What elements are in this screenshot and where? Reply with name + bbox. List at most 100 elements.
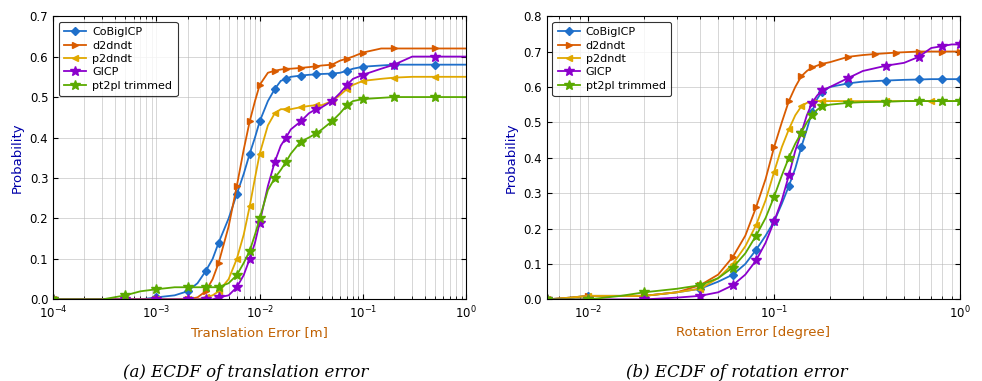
GICP [795, 131, 807, 135]
GICP [213, 295, 225, 299]
p2dndt [638, 294, 650, 298]
pt2pl trimmed [801, 120, 813, 125]
CoBigICP [541, 297, 553, 302]
GICP [135, 297, 146, 302]
CoBigICP [694, 287, 706, 291]
pt2pl trimmed [727, 265, 738, 270]
d2dndt [238, 147, 249, 152]
Line: pt2pl trimmed: pt2pl trimmed [542, 96, 965, 304]
CoBigICP [806, 109, 818, 114]
CoBigICP [801, 127, 813, 132]
CoBigICP [899, 78, 910, 82]
p2dndt [801, 101, 813, 105]
pt2pl trimmed [843, 101, 854, 105]
d2dndt [565, 295, 576, 300]
CoBigICP [135, 297, 146, 302]
GICP [326, 99, 338, 103]
p2dndt [727, 262, 738, 266]
pt2pl trimmed [824, 102, 836, 107]
GICP [776, 198, 788, 203]
p2dndt [280, 107, 292, 112]
GICP [638, 297, 650, 302]
d2dndt [638, 294, 650, 298]
pt2pl trimmed [760, 216, 772, 220]
CoBigICP [407, 62, 418, 67]
GICP [783, 173, 794, 178]
CoBigICP [582, 294, 594, 298]
p2dndt [47, 297, 59, 302]
GICP [936, 44, 948, 48]
p2dndt [925, 99, 937, 103]
d2dndt [806, 65, 818, 70]
GICP [275, 143, 287, 148]
d2dndt [334, 58, 346, 63]
GICP [310, 107, 322, 112]
d2dndt [357, 50, 369, 55]
CoBigICP [253, 119, 265, 123]
p2dndt [150, 297, 162, 302]
d2dndt [253, 83, 265, 87]
CoBigICP [760, 234, 772, 238]
CoBigICP [244, 151, 255, 156]
pt2pl trimmed [135, 289, 146, 294]
d2dndt [135, 297, 146, 302]
pt2pl trimmed [925, 99, 937, 103]
CoBigICP [880, 78, 892, 83]
p2dndt [213, 289, 225, 294]
pt2pl trimmed [244, 248, 255, 253]
d2dndt [223, 224, 235, 229]
pt2pl trimmed [316, 127, 328, 132]
d2dndt [750, 205, 762, 210]
p2dndt [565, 295, 576, 300]
pt2pl trimmed [120, 293, 132, 298]
d2dndt [388, 46, 400, 51]
d2dndt [191, 295, 203, 299]
pt2pl trimmed [880, 99, 892, 104]
pt2pl trimmed [150, 287, 162, 291]
p2dndt [461, 75, 472, 79]
p2dndt [182, 297, 193, 302]
p2dndt [135, 297, 146, 302]
GICP [280, 135, 292, 140]
p2dndt [303, 104, 315, 108]
d2dndt [880, 51, 892, 56]
GICP [824, 85, 836, 89]
CoBigICP [295, 73, 306, 78]
CoBigICP [913, 77, 925, 82]
CoBigICP [334, 70, 346, 75]
d2dndt [341, 56, 353, 61]
GICP [768, 219, 780, 224]
Line: p2dndt: p2dndt [543, 98, 963, 303]
Line: d2dndt: d2dndt [543, 48, 963, 303]
d2dndt [913, 49, 925, 54]
p2dndt [768, 170, 780, 174]
pt2pl trimmed [269, 176, 281, 180]
pt2pl trimmed [169, 285, 181, 290]
pt2pl trimmed [275, 168, 287, 172]
GICP [843, 76, 854, 80]
p2dndt [285, 107, 297, 112]
GICP [925, 46, 937, 50]
CoBigICP [341, 69, 353, 73]
p2dndt [238, 232, 249, 237]
d2dndt [199, 289, 211, 294]
GICP [169, 297, 181, 302]
GICP [303, 111, 315, 115]
p2dndt [795, 104, 807, 109]
p2dndt [275, 107, 287, 112]
d2dndt [955, 49, 966, 54]
CoBigICP [285, 75, 297, 79]
d2dndt [169, 297, 181, 302]
pt2pl trimmed [946, 99, 957, 103]
CoBigICP [671, 290, 682, 295]
GICP [955, 42, 966, 47]
pt2pl trimmed [461, 95, 472, 99]
GICP [341, 83, 353, 87]
Line: CoBigICP: CoBigICP [544, 76, 962, 302]
CoBigICP [231, 192, 243, 197]
GICP [199, 297, 211, 302]
d2dndt [843, 54, 854, 59]
GICP [223, 293, 235, 298]
GICP [811, 93, 823, 98]
p2dndt [880, 99, 892, 103]
